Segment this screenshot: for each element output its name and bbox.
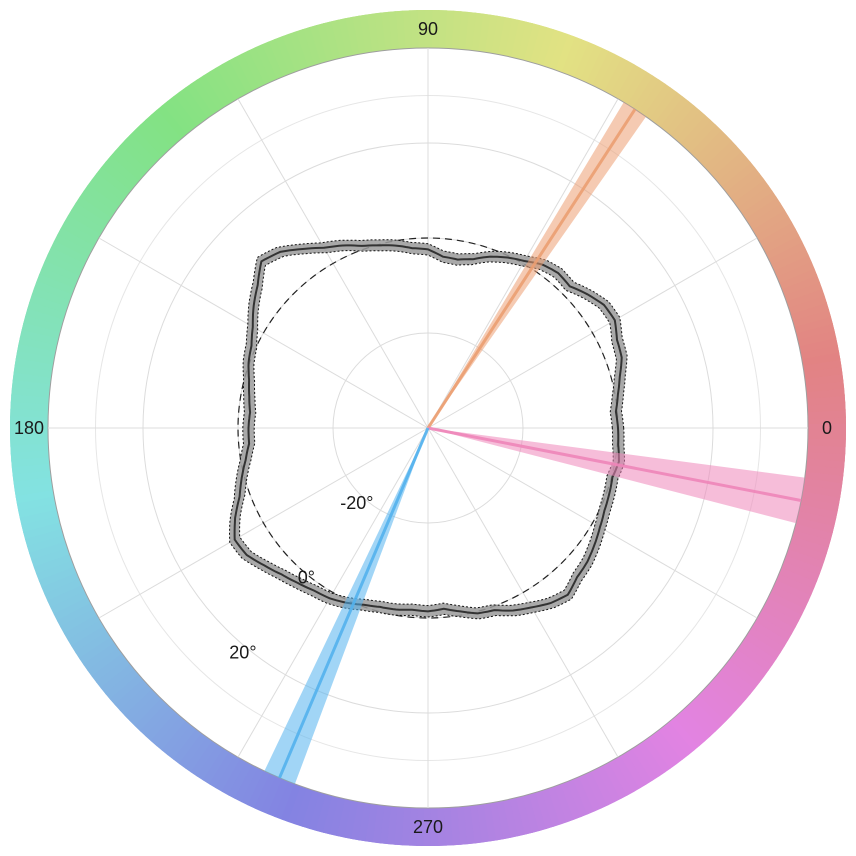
profile-series <box>228 239 628 620</box>
direction-ci-wedge <box>428 428 805 524</box>
direction-line <box>426 108 637 429</box>
angle-label: 180 <box>14 418 44 438</box>
radial-tick-label: 20° <box>229 643 256 663</box>
hue-ring-segment <box>807 423 846 440</box>
axis-labels: 0 90 180 270 -20° 0° 20° <box>14 19 832 837</box>
angle-label: 270 <box>413 817 443 837</box>
direction-wedges <box>264 102 805 784</box>
direction-line <box>278 427 430 779</box>
angle-label: 0 <box>822 418 832 438</box>
direction-line <box>427 426 802 502</box>
radial-tick-label: 0° <box>298 568 315 588</box>
profile-line <box>233 244 623 615</box>
profile-ci-lower <box>239 250 617 609</box>
profile-ci-upper <box>228 239 628 620</box>
radial-tick-label: -20° <box>340 493 373 513</box>
hue-ring <box>10 10 846 847</box>
angle-label: 90 <box>418 19 438 39</box>
direction-ci-wedge <box>264 428 428 784</box>
